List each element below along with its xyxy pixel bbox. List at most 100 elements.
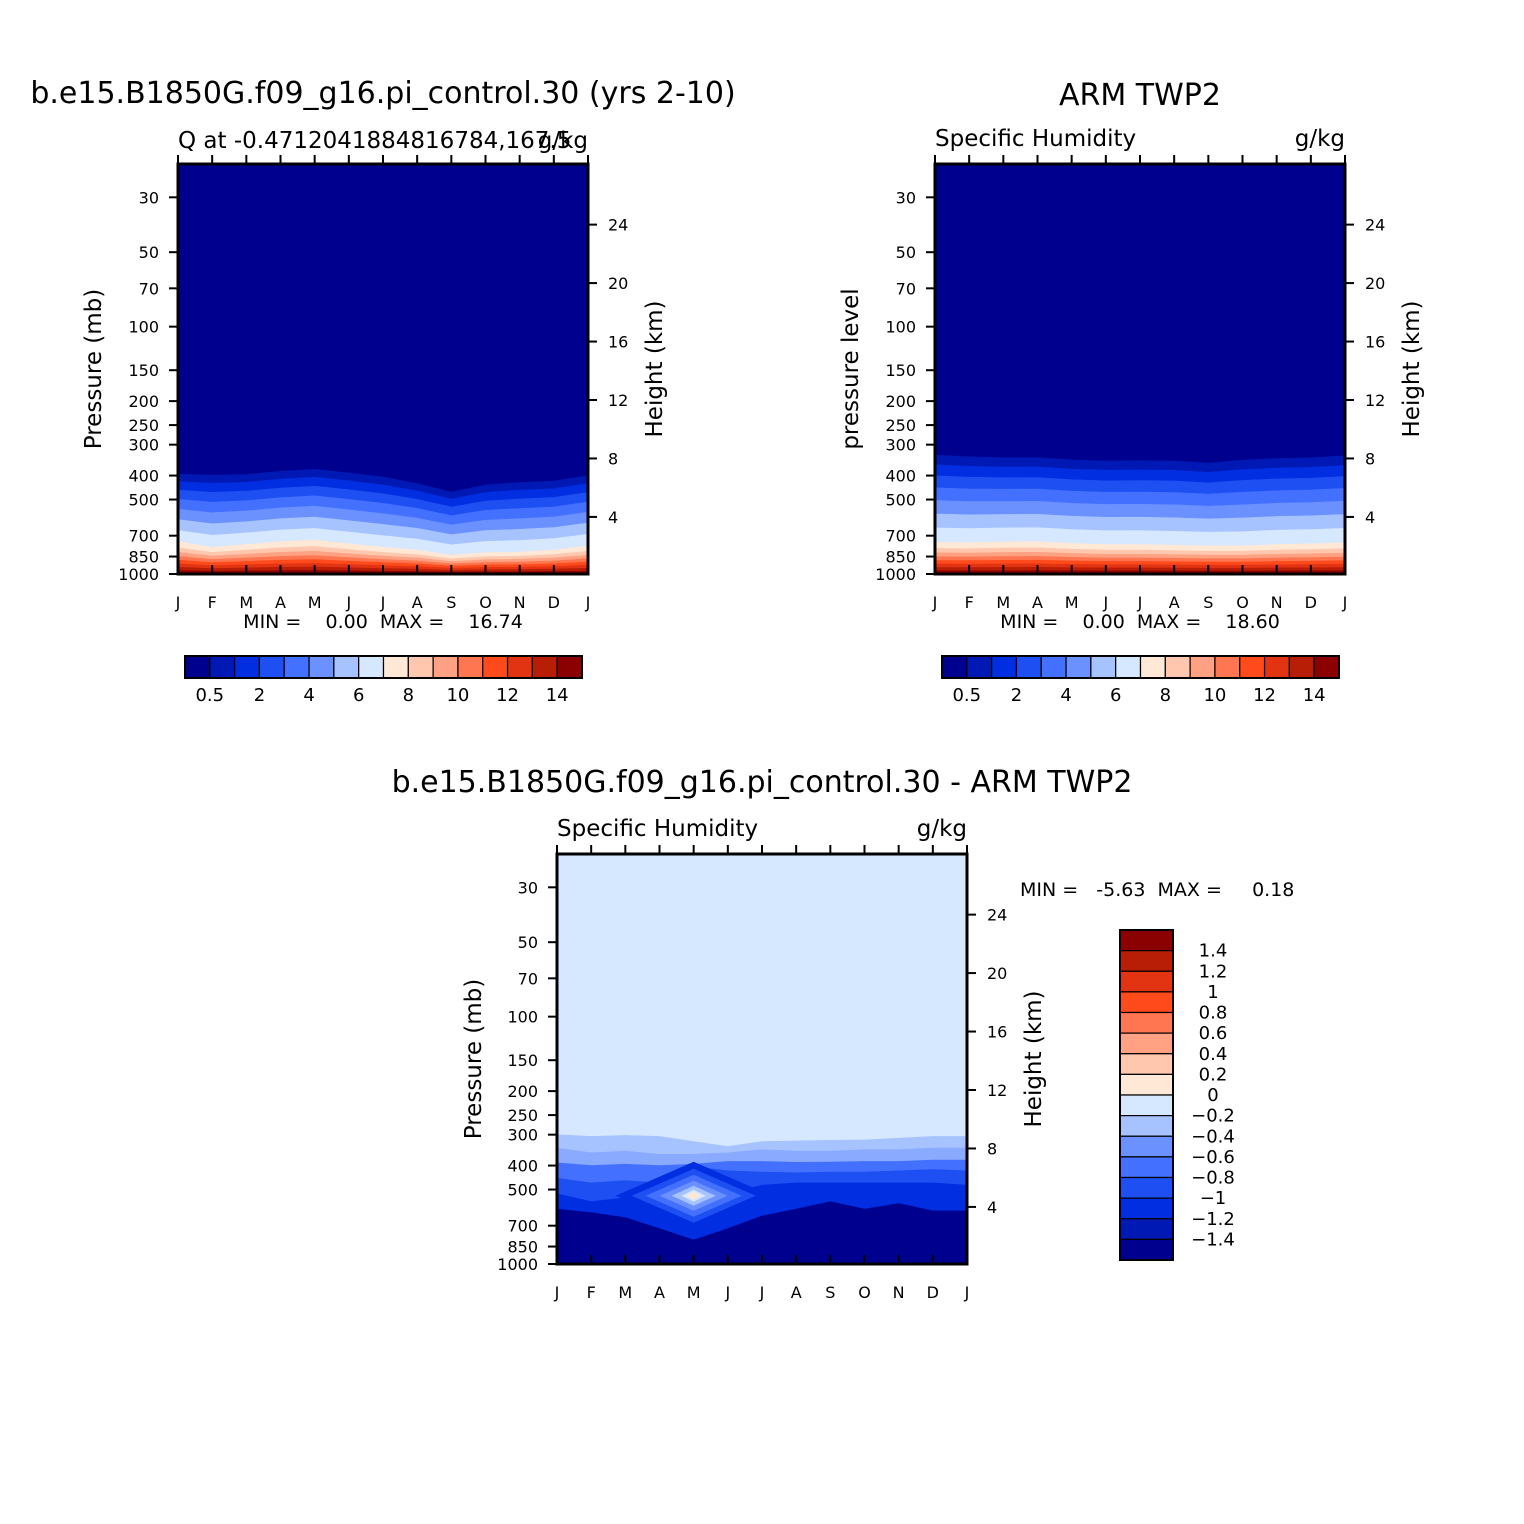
colorbar-box xyxy=(1214,655,1241,679)
y-right-tick-label: 24 xyxy=(608,216,628,235)
panel-diff-ylabel-right: Height (km) xyxy=(1021,990,1047,1127)
y-tick-label: 1000 xyxy=(497,1255,538,1274)
x-tick-label: A xyxy=(654,1283,665,1302)
positive-core-contour xyxy=(686,1191,701,1200)
x-tick-label: S xyxy=(825,1283,835,1302)
x-tick-label: J xyxy=(759,1283,765,1302)
y-right-tick-label: 8 xyxy=(608,449,618,468)
panel-model-plot-area xyxy=(177,164,589,575)
y-tick-label: 50 xyxy=(896,243,916,262)
x-tick-label: S xyxy=(446,593,456,612)
colorbar-label: −0.8 xyxy=(1191,1168,1235,1189)
y-tick-label: 200 xyxy=(128,392,159,411)
colorbar-box xyxy=(209,655,236,679)
colorbar-box xyxy=(991,655,1018,679)
y-tick-label: 850 xyxy=(885,548,916,567)
x-tick-label: M xyxy=(618,1283,632,1302)
colorbar-label: 8 xyxy=(403,685,414,706)
x-tick-label: D xyxy=(927,1283,939,1302)
panel-model-ylabel: Pressure (mb) xyxy=(81,289,107,449)
panel-diff-plot-area xyxy=(556,854,968,1265)
panel-model-ylabel-right: Height (km) xyxy=(642,300,668,437)
x-tick-label: N xyxy=(514,593,526,612)
colorbar-label: 4 xyxy=(303,685,314,706)
colorbar-box xyxy=(1119,991,1174,1014)
x-tick-label: N xyxy=(1271,593,1283,612)
y-tick-label: 700 xyxy=(507,1217,538,1236)
colorbar-box xyxy=(506,655,533,679)
colorbar-label: 0.5 xyxy=(195,685,224,706)
colorbar-label: 6 xyxy=(1110,685,1121,706)
colorbar-box xyxy=(358,655,385,679)
x-tick-label: M xyxy=(308,593,322,612)
x-tick-label: A xyxy=(1032,593,1043,612)
colorbar-label: 2 xyxy=(1011,685,1022,706)
y-tick-label: 700 xyxy=(885,527,916,546)
colorbar-box xyxy=(283,655,310,679)
colorbar-label: −0.4 xyxy=(1191,1126,1235,1147)
y-tick-label: 250 xyxy=(128,416,159,435)
colorbar-label: −1 xyxy=(1200,1188,1227,1209)
panel-model-subtitle-right: g/kg xyxy=(538,128,588,154)
colorbar-label: 0.2 xyxy=(1199,1064,1228,1085)
y-right-tick-label: 16 xyxy=(608,333,628,352)
colorbar-label: −1.4 xyxy=(1191,1229,1235,1250)
colorbar-box xyxy=(1040,655,1067,679)
colorbar-label: 2 xyxy=(254,685,265,706)
colorbar-label: 0.6 xyxy=(1199,1023,1228,1044)
y-tick-label: 400 xyxy=(507,1157,538,1176)
panel-model: b.e15.B1850G.f09_g16.pi_control.30 (yrs … xyxy=(30,76,735,706)
x-tick-label: J xyxy=(964,1283,970,1302)
y-right-tick-label: 8 xyxy=(1365,449,1375,468)
x-tick-label: J xyxy=(175,593,181,612)
y-tick-label: 70 xyxy=(139,279,159,298)
colorbar-box xyxy=(1119,1032,1174,1055)
colorbar-label: 10 xyxy=(1203,685,1226,706)
colorbar-box xyxy=(308,655,335,679)
colorbar-box xyxy=(234,655,261,679)
panel-obs-colorbar: 0.5 2 4 6 8 10 12 14 xyxy=(941,655,1340,706)
colorbar-box xyxy=(531,655,558,679)
y-tick-label: 150 xyxy=(128,361,159,380)
y-tick-label: 1000 xyxy=(118,565,159,584)
y-tick-label: 150 xyxy=(885,361,916,380)
colorbar-box xyxy=(184,655,211,679)
x-tick-label: J xyxy=(380,593,386,612)
x-tick-label: A xyxy=(412,593,423,612)
colorbar-box xyxy=(1288,655,1315,679)
y-right-tick-label: 16 xyxy=(987,1023,1007,1042)
panel-obs-subtitle-left: Specific Humidity xyxy=(935,126,1136,152)
colorbar-box xyxy=(432,655,459,679)
y-tick-label: 1000 xyxy=(875,565,916,584)
panel-model-colorbar: 0.5 2 4 6 8 10 12 14 xyxy=(184,655,583,706)
colorbar-box xyxy=(1119,1176,1174,1199)
y-tick-label: 500 xyxy=(128,491,159,510)
y-right-tick-label: 4 xyxy=(608,508,618,527)
colorbar-label: 1.2 xyxy=(1199,961,1228,982)
y-tick-label: 850 xyxy=(507,1238,538,1257)
colorbar-box xyxy=(1119,1218,1174,1240)
colorbar-box xyxy=(1119,1197,1174,1220)
colorbar-box xyxy=(1119,929,1174,952)
y-tick-label: 30 xyxy=(139,188,159,207)
colorbar-label: 14 xyxy=(546,685,569,706)
x-tick-label: O xyxy=(479,593,492,612)
y-right-tick-label: 20 xyxy=(987,964,1007,983)
x-tick-label: A xyxy=(275,593,286,612)
x-tick-label: J xyxy=(1102,593,1108,612)
colorbar-box xyxy=(1119,1094,1174,1117)
y-tick-label: 200 xyxy=(507,1082,538,1101)
panel-obs-ylabel: pressure level xyxy=(838,288,864,449)
colorbar-box xyxy=(407,655,434,679)
colorbar-box xyxy=(1164,655,1191,679)
panel-diff-ylabel: Pressure (mb) xyxy=(461,979,487,1139)
colorbar-box xyxy=(1119,1135,1174,1158)
colorbar-box xyxy=(1090,655,1117,679)
colorbar-box xyxy=(1065,655,1092,679)
x-tick-label: M xyxy=(996,593,1010,612)
panel-model-title: b.e15.B1850G.f09_g16.pi_control.30 (yrs … xyxy=(30,76,735,111)
y-right-tick-label: 16 xyxy=(1365,333,1385,352)
colorbar-frame xyxy=(184,655,583,679)
